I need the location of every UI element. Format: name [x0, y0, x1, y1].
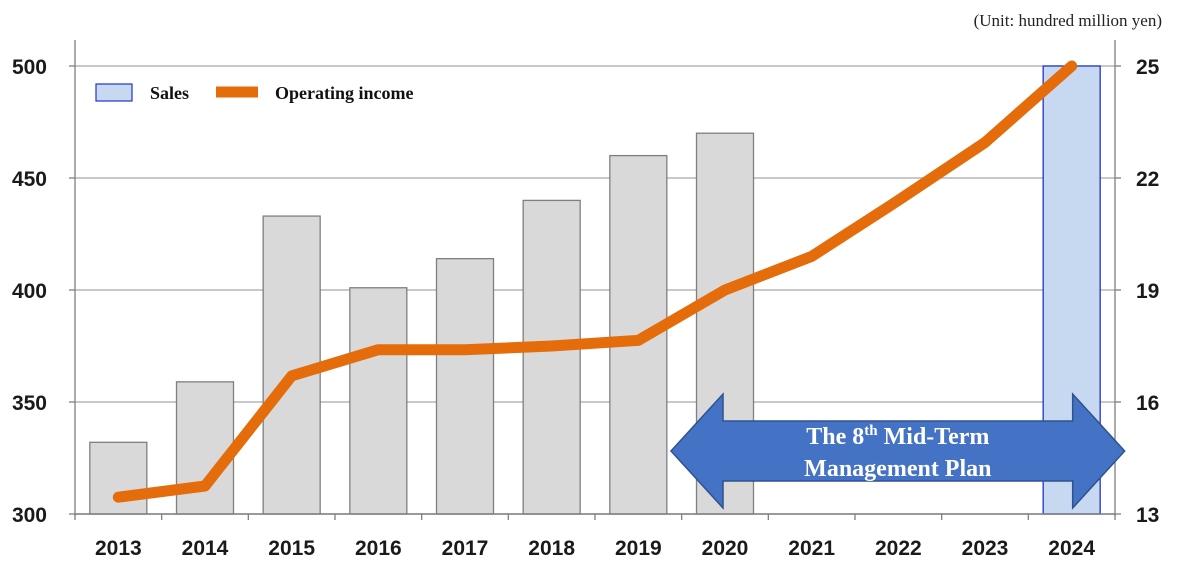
x-tick-label: 2013	[95, 537, 142, 560]
y-left-tick-label: 400	[12, 280, 47, 303]
x-tick-label: 2023	[962, 537, 1009, 560]
unit-label: (Unit: hundred million yen)	[974, 11, 1162, 30]
sales-bar	[175, 381, 235, 515]
sales-bar	[349, 287, 408, 515]
y-left-tick-label: 450	[12, 168, 47, 191]
legend-sales-swatch	[95, 83, 133, 102]
y-right-tick-label: 25	[1136, 56, 1160, 79]
operating-income-line	[112, 60, 1078, 503]
sales-bar	[89, 441, 148, 515]
plan-label-line2: Management Plan	[804, 456, 991, 482]
operating-income-path	[112, 60, 1078, 503]
sales-bars	[89, 65, 1101, 515]
mid-term-plan-arrow: The 8th Mid-Term Management Plan	[669, 392, 1126, 510]
x-tick-label: 2018	[528, 537, 575, 560]
x-tick-label: 2016	[355, 537, 402, 560]
plan-label-line1: The 8th Mid-Term	[806, 423, 989, 450]
y-right-tick-label: 19	[1136, 280, 1159, 303]
legend-income-label: Operating income	[275, 83, 413, 103]
x-tick-label: 2022	[875, 537, 922, 560]
y-left-tick-label: 500	[12, 56, 47, 79]
x-tick-label: 2014	[182, 537, 229, 560]
x-tick-label: 2015	[268, 537, 315, 560]
plan-arrow-shape	[669, 392, 1126, 510]
sales-bar	[435, 257, 495, 515]
legend-sales-label: Sales	[150, 83, 189, 103]
x-tick-label: 2019	[615, 537, 662, 560]
x-tick-label: 2020	[702, 537, 749, 560]
x-tick-label: 2017	[442, 537, 489, 560]
y-right-tick-label: 13	[1136, 504, 1159, 527]
y-left-tick-label: 300	[12, 504, 47, 527]
y-left-tick-label: 350	[12, 392, 47, 415]
y-right-tick-label: 22	[1136, 168, 1159, 191]
x-tick-label: 2021	[788, 537, 835, 560]
axes: 300 350 400 450 500 13 16 19 22 25 2013 2014 2015 201…	[12, 40, 1160, 560]
x-tick-label: 2024	[1048, 537, 1095, 560]
legend: Sales Operating income	[95, 83, 413, 103]
y-right-tick-label: 16	[1136, 392, 1159, 415]
sales-bar	[522, 199, 581, 515]
